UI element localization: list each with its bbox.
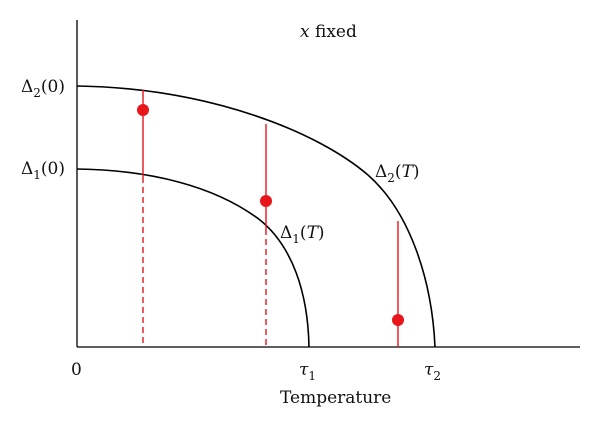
title-variable: x (300, 22, 310, 42)
delta2-T-label: Δ2(T) (375, 162, 420, 185)
delta2-zero-symbol: Δ (21, 77, 33, 97)
delta1-T-subscript: 1 (292, 232, 300, 246)
title-text: fixed (310, 22, 357, 42)
delta1-T-symbol: Δ (280, 223, 292, 243)
delta2-zero-label: Δ2(0) (21, 77, 65, 100)
tau1-subscript: 1 (308, 369, 316, 383)
marker-2-dot (260, 195, 272, 207)
marker-3 (392, 221, 404, 347)
delta1-T-open: ( (300, 223, 307, 243)
tau1-label: τ1 (299, 360, 316, 383)
delta2-T-symbol: Δ (375, 162, 387, 182)
tau2-subscript: 2 (433, 369, 441, 383)
delta2-T-open: ( (395, 162, 402, 182)
delta1-zero-symbol: Δ (21, 159, 33, 179)
tau2-symbol: τ (424, 360, 434, 380)
delta1-T-label: Δ1(T) (280, 223, 325, 246)
delta1-curve (76, 168, 310, 348)
diagram-title: x fixed (300, 22, 357, 42)
delta1-T-close: ) (318, 223, 325, 243)
delta1-T-variable: T (307, 223, 320, 243)
marker-1 (137, 90, 149, 347)
delta2-T-variable: T (402, 162, 415, 182)
tau2-label: τ2 (424, 360, 441, 383)
delta2-zero-arg: (0) (41, 77, 65, 97)
marker-3-dot (392, 314, 404, 326)
marker-1-dot (137, 104, 149, 116)
tau1-symbol: τ (299, 360, 309, 380)
delta1-zero-arg: (0) (41, 159, 65, 179)
delta1-zero-label: Δ1(0) (21, 159, 65, 182)
delta2-T-close: ) (413, 162, 420, 182)
delta1-zero-subscript: 1 (33, 168, 41, 182)
origin-label: 0 (71, 360, 82, 380)
delta2-T-subscript: 2 (387, 171, 395, 185)
delta2-zero-subscript: 2 (33, 86, 41, 100)
delta2-curve (76, 85, 436, 348)
marker-2 (260, 124, 272, 347)
x-axis-label: Temperature (280, 388, 391, 408)
